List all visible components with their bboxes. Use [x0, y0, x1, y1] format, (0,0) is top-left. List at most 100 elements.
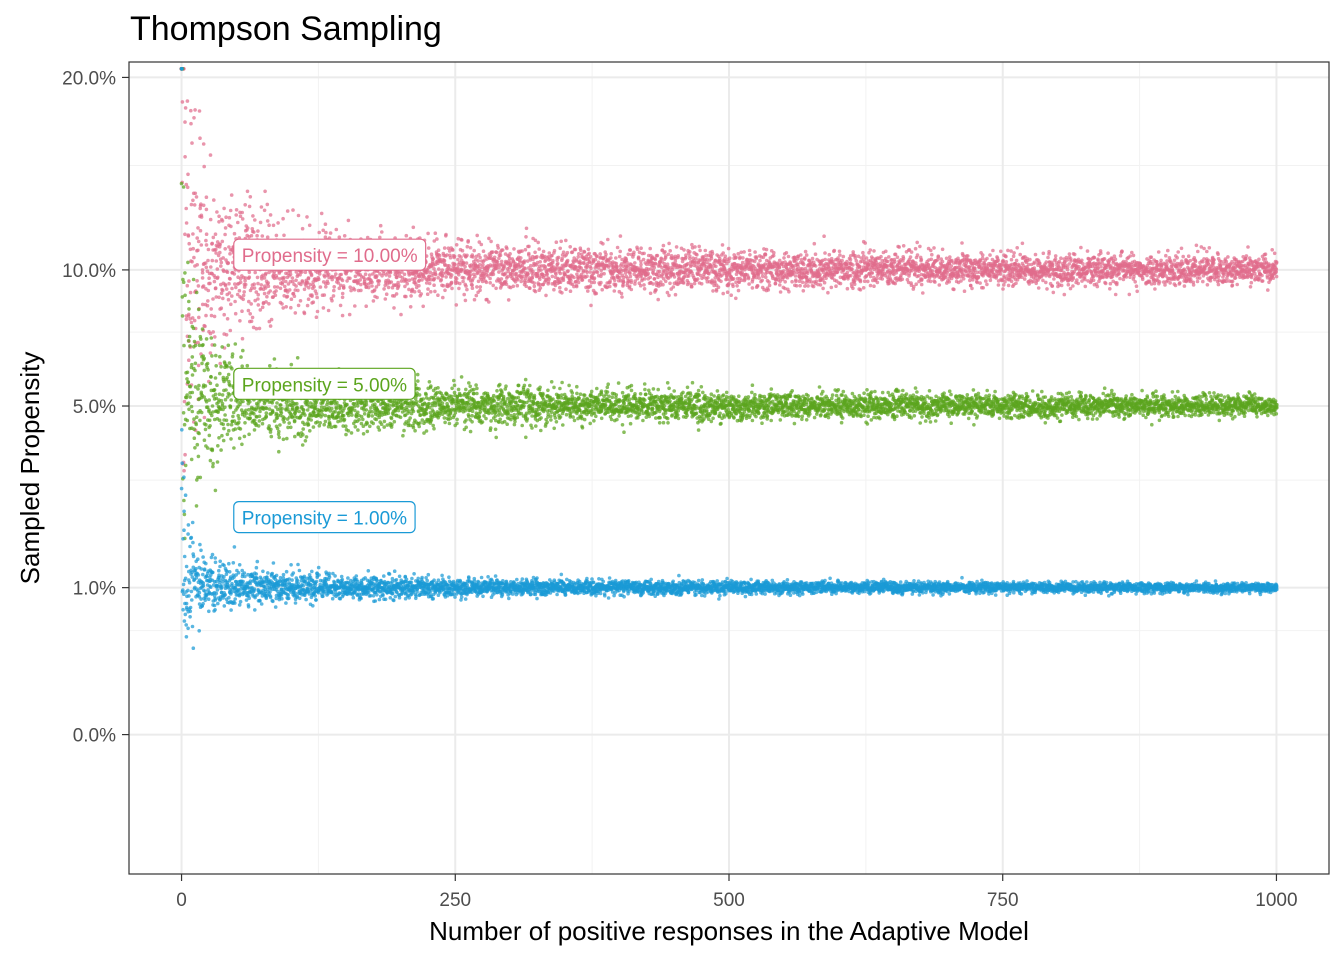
data-point — [408, 305, 413, 309]
data-point — [643, 277, 647, 281]
data-point — [364, 304, 369, 309]
data-point — [199, 213, 204, 218]
data-point — [518, 260, 522, 264]
data-point — [1173, 283, 1178, 288]
data-point — [421, 304, 426, 309]
data-point — [433, 270, 438, 274]
data-point — [1071, 284, 1075, 288]
data-point — [551, 258, 555, 263]
data-point — [317, 230, 322, 235]
data-point — [868, 283, 873, 288]
data-point — [268, 289, 273, 293]
data-point — [444, 275, 448, 279]
data-point — [189, 320, 194, 325]
data-point — [524, 226, 529, 231]
data-point — [1175, 255, 1179, 260]
data-point — [725, 290, 730, 295]
data-point — [742, 250, 746, 254]
data-point — [188, 247, 193, 252]
data-point — [979, 262, 983, 267]
data-point — [409, 294, 413, 298]
data-point — [206, 288, 211, 293]
data-point — [638, 283, 643, 288]
data-point — [479, 242, 484, 247]
data-point — [573, 280, 578, 284]
data-point — [228, 208, 233, 213]
data-point — [1001, 287, 1005, 291]
data-point — [999, 249, 1003, 254]
data-point — [787, 289, 791, 294]
data-point — [608, 280, 612, 285]
data-point — [190, 141, 194, 145]
data-point — [199, 202, 203, 206]
data-point — [191, 198, 195, 203]
data-point — [323, 222, 328, 226]
data-point — [515, 283, 520, 288]
data-point — [1182, 284, 1187, 288]
data-point — [680, 259, 685, 264]
data-point — [822, 234, 826, 238]
data-point — [1099, 251, 1103, 255]
data-point — [1006, 248, 1010, 253]
data-point — [443, 288, 447, 293]
data-point — [209, 265, 213, 269]
data-point — [281, 306, 286, 310]
data-point — [574, 283, 579, 288]
data-point — [636, 255, 641, 259]
data-point — [692, 281, 697, 286]
data-point — [452, 255, 456, 260]
data-point — [606, 237, 610, 242]
data-point — [564, 238, 568, 243]
data-point — [478, 288, 482, 293]
data-point — [348, 285, 353, 290]
data-point — [224, 215, 228, 219]
data-point — [457, 286, 461, 291]
data-point — [1044, 280, 1048, 285]
data-point — [1032, 261, 1036, 266]
data-point — [936, 254, 941, 258]
data-point — [205, 303, 210, 308]
data-point — [417, 283, 421, 288]
data-point — [734, 296, 738, 301]
data-point — [215, 210, 219, 214]
data-point — [468, 273, 473, 277]
data-point — [296, 288, 300, 293]
data-point — [614, 261, 619, 266]
data-point — [339, 272, 344, 277]
data-point — [193, 191, 198, 196]
data-point — [893, 281, 897, 286]
data-point — [237, 288, 242, 293]
data-point — [223, 232, 227, 237]
data-point — [802, 256, 807, 260]
data-point — [582, 249, 586, 254]
data-point — [693, 245, 697, 249]
data-point — [1121, 277, 1126, 282]
data-point — [811, 284, 816, 289]
data-point — [252, 286, 257, 290]
data-point — [353, 274, 358, 279]
data-point — [492, 255, 497, 260]
data-point — [504, 282, 509, 287]
data-point — [895, 255, 900, 259]
data-point — [316, 275, 321, 280]
data-point — [758, 258, 762, 263]
data-point — [798, 283, 802, 288]
data-point — [240, 210, 244, 215]
data-point — [522, 261, 526, 265]
data-point — [1092, 255, 1097, 260]
data-point — [1245, 275, 1250, 280]
data-point — [863, 241, 867, 245]
data-point — [562, 272, 567, 276]
data-point — [897, 245, 901, 249]
data-point — [330, 277, 335, 282]
data-point — [688, 254, 692, 258]
data-point — [1263, 252, 1268, 256]
data-point — [1165, 259, 1169, 263]
data-point — [799, 253, 803, 257]
data-point — [981, 286, 985, 290]
data-point — [971, 278, 975, 282]
data-point — [469, 282, 474, 287]
data-point — [323, 235, 328, 239]
data-point — [884, 249, 888, 254]
data-point — [217, 245, 222, 249]
